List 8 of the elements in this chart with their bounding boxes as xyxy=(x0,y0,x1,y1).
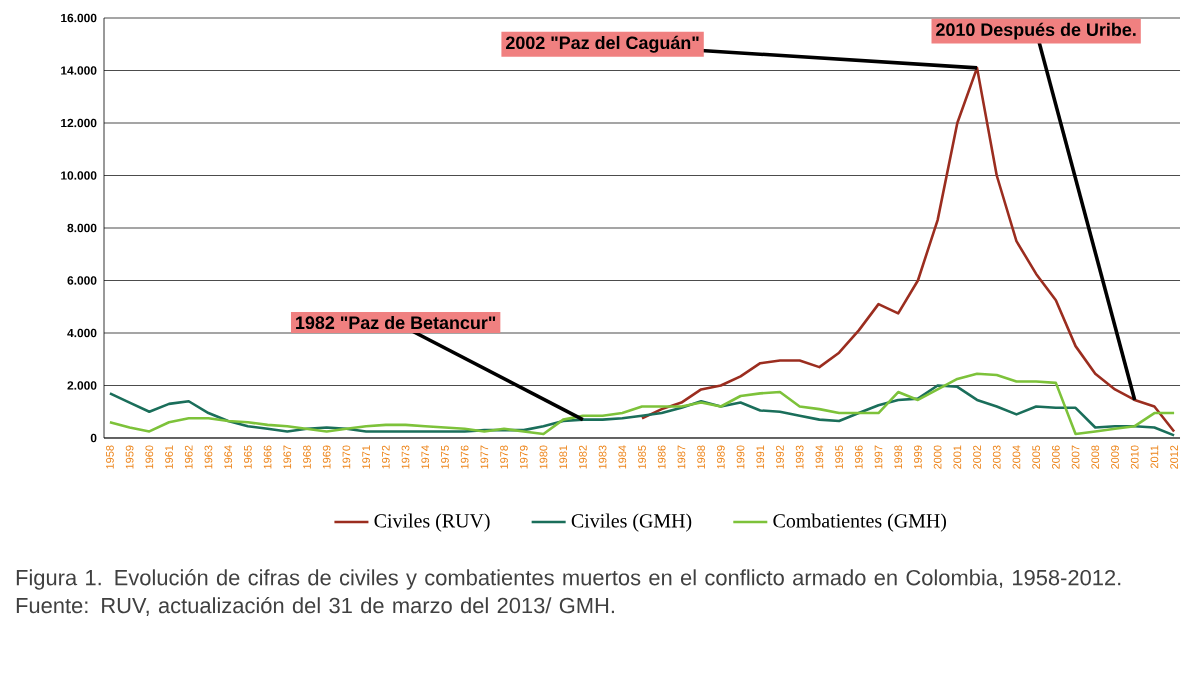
annotation: 2002 "Paz del Caguán" xyxy=(506,35,699,53)
annotation: 2010 Después de Uribe. xyxy=(936,22,1136,40)
text: Figura 1. Evolución de cifras de civiles y combatientes muertos en el conflicto armado en Colombia, 1958-2012. Fuente: RUV, actualización del 31 de marzo del 2013/ GMH. xyxy=(16,569,1121,616)
line-series xyxy=(640,66,1176,433)
annotation: 1982 "Paz de Betancur" xyxy=(296,315,496,330)
legend-label: Civiles (RUV) xyxy=(374,513,490,532)
legend-label: Combatientes (GMH) xyxy=(773,513,947,532)
legend-label: Civiles (GMH) xyxy=(571,513,692,532)
